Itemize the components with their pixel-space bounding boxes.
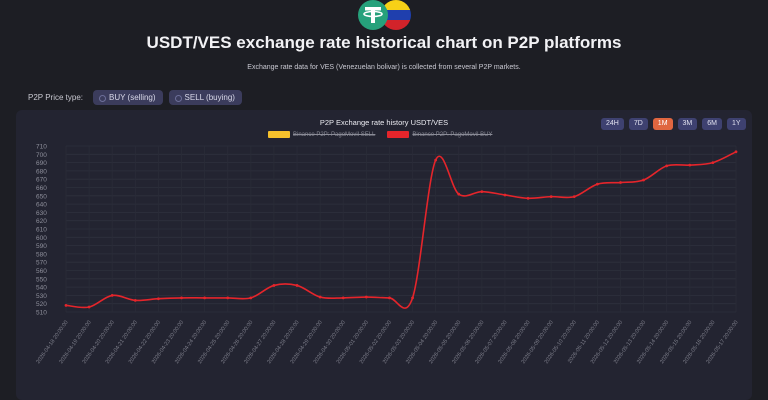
y-tick-label: 520: [36, 301, 47, 308]
data-point: [526, 196, 530, 200]
data-point: [341, 296, 345, 300]
y-tick-label: 630: [36, 210, 47, 217]
y-tick-label: 550: [36, 276, 47, 283]
data-point: [388, 296, 391, 300]
range-3m-button[interactable]: 3M: [677, 118, 698, 130]
legend-label-buy: Binance P2P: PagoMovil BUY: [412, 131, 493, 138]
data-point: [203, 296, 207, 300]
data-point: [133, 298, 137, 302]
legend-label-sell: Binance P2P: PagoMovil SELL: [293, 131, 376, 138]
data-point: [364, 295, 368, 299]
venezuela-flag-icon: [381, 0, 411, 30]
y-tick-label: 700: [36, 152, 47, 159]
legend-swatch-sell: [268, 131, 290, 138]
data-point: [295, 284, 299, 287]
data-point: [503, 193, 507, 197]
chart-card: [16, 110, 752, 400]
data-point: [110, 294, 114, 297]
y-tick-label: 690: [36, 160, 47, 167]
data-point: [572, 195, 576, 199]
data-point: [318, 295, 322, 299]
data-point: [434, 158, 438, 162]
data-point: [249, 296, 253, 300]
y-tick-label: 510: [36, 310, 47, 317]
data-point: [619, 181, 622, 184]
y-tick-label: 610: [36, 227, 47, 234]
data-point: [480, 190, 484, 194]
data-point: [64, 303, 68, 307]
y-tick-label: 650: [36, 193, 47, 200]
series-line-buy: [65, 151, 737, 309]
range-1m-button[interactable]: 1M: [652, 118, 673, 130]
range-1y-button[interactable]: 1Y: [727, 118, 746, 130]
y-tick-label: 590: [36, 243, 47, 250]
range-6m-button[interactable]: 6M: [702, 118, 722, 130]
data-point: [549, 195, 553, 199]
range-24h-button[interactable]: 24H: [601, 118, 624, 130]
data-point: [272, 284, 276, 287]
data-point: [688, 163, 692, 167]
y-tick-label: 540: [36, 285, 47, 292]
y-tick-label: 600: [36, 235, 47, 242]
y-tick-label: 620: [36, 218, 47, 225]
y-tick-label: 660: [36, 185, 47, 192]
data-point: [665, 164, 669, 168]
legend-swatch-buy: [387, 131, 410, 138]
legend-item-buy[interactable]: Binance P2P: PagoMovil BUY: [387, 131, 492, 138]
price-type-buy-option[interactable]: BUY (selling): [93, 90, 163, 105]
data-point: [226, 296, 230, 300]
y-tick-label: 670: [36, 177, 47, 184]
y-tick-label: 640: [36, 202, 47, 209]
price-type-label: P2P Price type:: [28, 93, 83, 102]
data-point: [87, 305, 91, 309]
chart-title: P2P Exchange rate history USDT/VES: [319, 118, 449, 127]
price-type-selector: P2P Price type: BUY (selling) SELL (buyi…: [28, 90, 242, 105]
y-tick-label: 570: [36, 260, 47, 267]
y-tick-label: 560: [36, 268, 47, 275]
y-tick-label: 530: [36, 293, 47, 300]
page-subtitle: Exchange rate data for VES (Venezuelan b…: [247, 64, 521, 71]
data-point: [734, 150, 738, 154]
range-7d-button[interactable]: 7D: [628, 118, 648, 130]
range-selector: 24H 7D 1M 3M 6M 1Y: [601, 118, 746, 130]
data-point: [595, 182, 599, 186]
data-point: [157, 297, 160, 301]
y-tick-label: 680: [36, 168, 47, 175]
price-type-sell-option[interactable]: SELL (buying): [168, 90, 242, 105]
data-point: [411, 296, 414, 300]
data-point: [642, 178, 645, 182]
chart-legend: Binance P2P: PagoMovil SELL Binance P2P:…: [268, 131, 492, 138]
logo: [358, 0, 411, 30]
data-point: [457, 192, 461, 196]
tether-logo-icon: [358, 0, 388, 30]
page-title: USDT/VES exchange rate historical chart …: [146, 33, 622, 52]
data-point: [180, 296, 183, 300]
y-tick-label: 710: [36, 144, 47, 151]
y-tick-label: 580: [36, 251, 47, 258]
legend-item-sell[interactable]: Binance P2P: PagoMovil SELL: [268, 131, 375, 138]
data-point: [711, 161, 715, 165]
